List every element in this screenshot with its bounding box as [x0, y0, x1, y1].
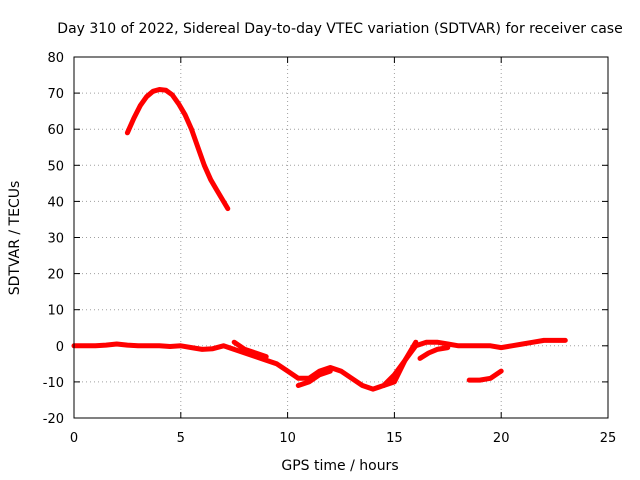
- series-line-track-2: [71, 337, 568, 392]
- y-axis-label: SDTVAR / TECUs: [7, 181, 23, 296]
- grid: [74, 57, 608, 418]
- series-line-track-6: [417, 345, 451, 361]
- chart-title: Day 310 of 2022, Sidereal Day-to-day VTE…: [57, 21, 622, 37]
- x-tick-label: 5: [177, 431, 185, 446]
- y-tick-label: 0: [56, 340, 64, 355]
- y-tick-label: 10: [47, 304, 64, 319]
- data-series: [71, 87, 568, 392]
- y-tick-label: 20: [47, 268, 64, 283]
- x-tick-label: 25: [600, 431, 617, 446]
- series-line-track-3: [231, 339, 269, 360]
- x-axis-label: GPS time / hours: [281, 458, 398, 474]
- y-tick-label: -20: [43, 412, 64, 427]
- series-line-track-4: [295, 368, 333, 388]
- y-tick-label: 60: [47, 123, 64, 138]
- x-tick-label: 0: [70, 431, 78, 446]
- series-line-track-5: [381, 339, 419, 388]
- x-tick-label: 20: [493, 431, 510, 446]
- x-tick-label: 10: [279, 431, 296, 446]
- x-tick-label: 15: [386, 431, 403, 446]
- y-tick-label: 40: [47, 195, 64, 210]
- y-tick-label: 80: [47, 51, 64, 66]
- y-tick-label: 70: [47, 87, 64, 102]
- y-tick-label: 50: [47, 159, 64, 174]
- series-line-track-7: [466, 368, 504, 383]
- y-tick-label: -10: [43, 376, 64, 391]
- axis-ticks: 0 5 10 15 20 25 -20 -10 0 10 20 30 40 50 60 70 80: [43, 51, 617, 446]
- series-line-track-1: [124, 87, 231, 212]
- y-tick-label: 30: [47, 232, 64, 247]
- plot-frame: [73, 56, 609, 419]
